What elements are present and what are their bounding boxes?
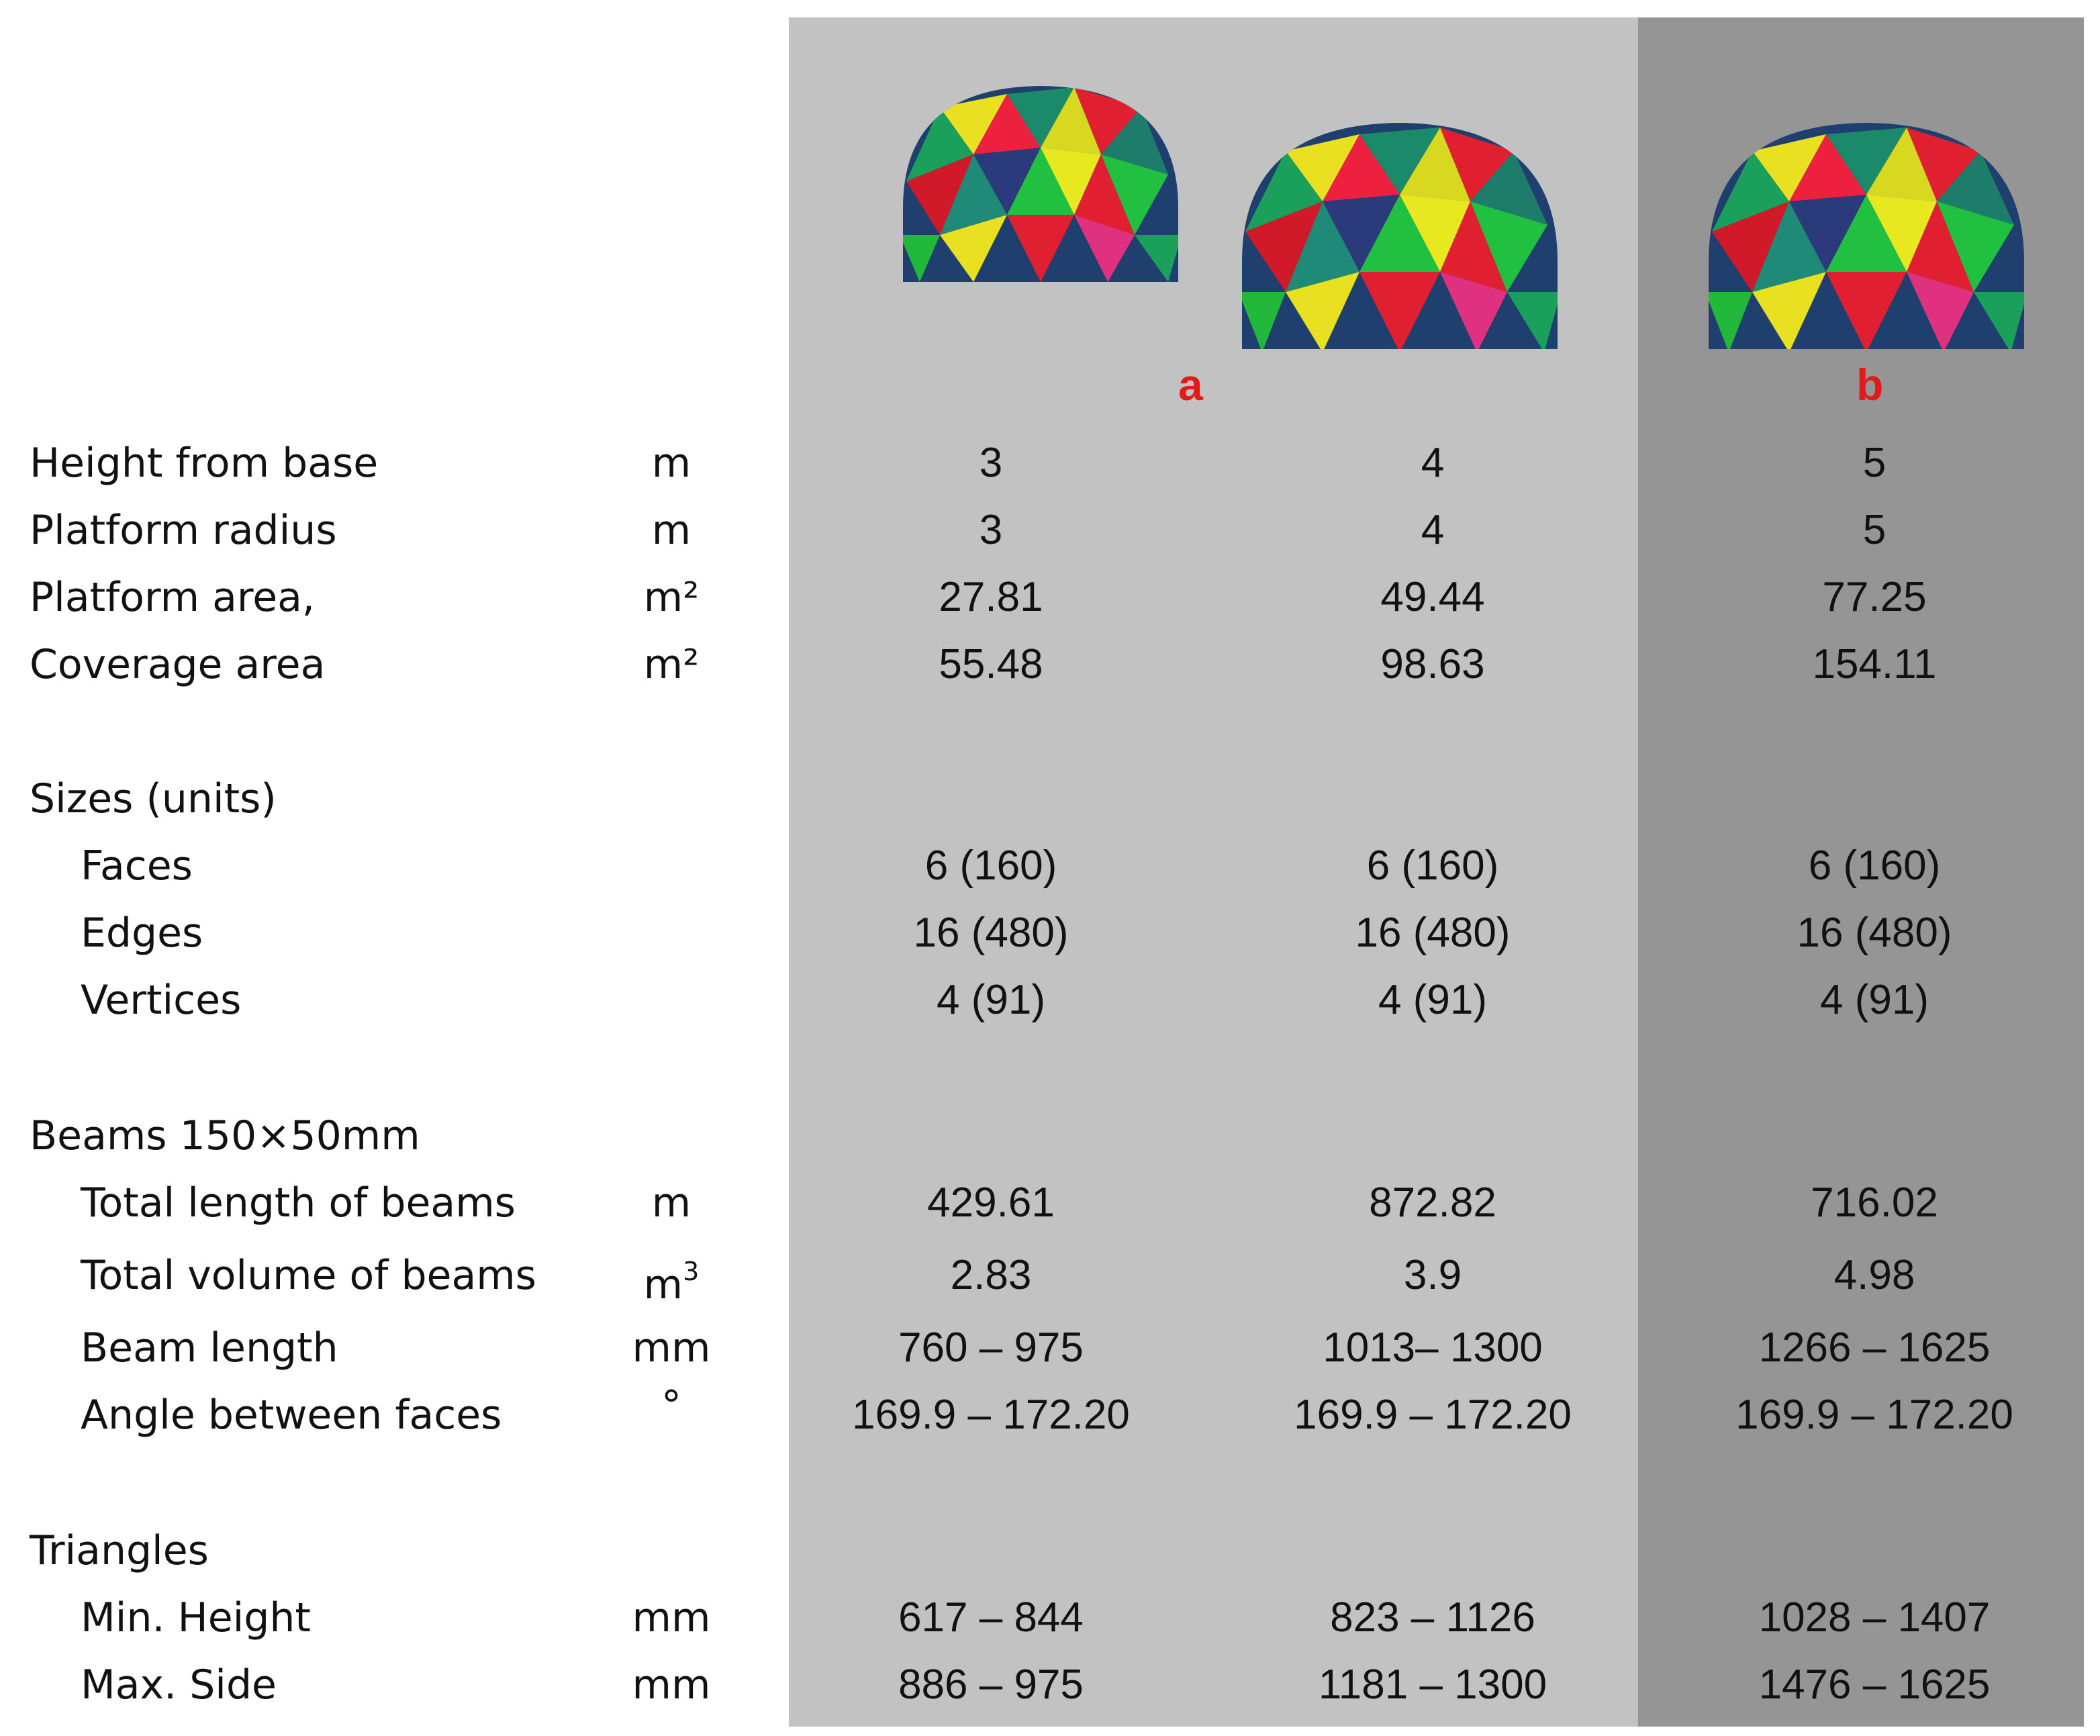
- column-label-a: a: [1178, 360, 1203, 409]
- value-col3: 77.25: [1822, 574, 1927, 620]
- section-heading: Triangles: [30, 1527, 209, 1574]
- section-sizes: Sizes (units): [0, 765, 2100, 832]
- value-col2: 872.82: [1369, 1179, 1496, 1226]
- row-label: Min. Height: [81, 1594, 311, 1641]
- row-unit: m: [651, 507, 691, 554]
- row-label: Platform radius: [30, 507, 337, 554]
- value-col1: 6 (160): [924, 842, 1057, 889]
- row-label: Max. Side: [81, 1661, 277, 1708]
- row-label: Platform area,: [30, 574, 315, 621]
- value-col1: 55.48: [939, 641, 1043, 687]
- value-col3: 5: [1862, 440, 1887, 486]
- row-label: Coverage area: [30, 641, 326, 688]
- value-col1: 886 – 975: [898, 1661, 1084, 1708]
- dome-3m-image: [900, 81, 1182, 289]
- value-col2: 16 (480): [1355, 910, 1511, 956]
- geodesic-dome-icon: [1242, 123, 1558, 349]
- value-col1: 16 (480): [913, 910, 1069, 956]
- dome-5m-image: [1705, 117, 2027, 356]
- value-col2: 1013– 1300: [1323, 1324, 1543, 1371]
- value-col2: 3.9: [1403, 1252, 1462, 1298]
- section-heading: Sizes (units): [30, 775, 277, 822]
- value-col3: 154.11: [1812, 641, 1937, 687]
- row-label: Total volume of beams: [81, 1252, 536, 1299]
- row-coverage-area: Coverage area m² 55.48 98.63 154.11: [0, 631, 2100, 698]
- row-label: Vertices: [81, 977, 242, 1024]
- value-col2: 1181 – 1300: [1318, 1661, 1547, 1708]
- value-col1: 4 (91): [937, 977, 1045, 1023]
- geodesic-dome-icon: [1709, 123, 2024, 349]
- row-platform-radius: Platform radius m 3 4 5: [0, 497, 2100, 564]
- row-unit: mm: [632, 1661, 711, 1708]
- unit-exponent: 3: [683, 1257, 700, 1286]
- value-col2: 4 (91): [1378, 977, 1487, 1023]
- unit-base: m: [643, 1261, 683, 1308]
- value-col2: 823 – 1126: [1330, 1594, 1535, 1641]
- value-col2: 6 (160): [1366, 842, 1499, 889]
- row-unit: m²: [643, 574, 700, 621]
- value-col3: 4 (91): [1820, 977, 1929, 1023]
- value-col1: 760 – 975: [898, 1324, 1084, 1371]
- row-faces: Faces 6 (160) 6 (160) 6 (160): [0, 832, 2100, 900]
- row-total-length: Total length of beams m 429.61 872.82 71…: [0, 1169, 2100, 1237]
- row-beam-length: Beam length mm 760 – 975 1013– 1300 1266…: [0, 1314, 2100, 1382]
- row-angle-between-faces: Angle between faces ° 169.9 – 172.20 169…: [0, 1382, 2100, 1449]
- value-col3: 1266 – 1625: [1758, 1324, 1991, 1371]
- value-col1: 27.81: [939, 574, 1043, 620]
- section-beams: Beams 150×50mm: [0, 1102, 2100, 1169]
- column-label-b: b: [1856, 360, 1884, 409]
- row-unit: mm: [632, 1324, 711, 1371]
- value-col3: 716.02: [1811, 1179, 1938, 1226]
- row-unit: m: [651, 1179, 691, 1226]
- row-label: Beam length: [81, 1324, 338, 1371]
- row-min-height: Min. Height mm 617 – 844 823 – 1126 1028…: [0, 1584, 2100, 1651]
- value-col3: 169.9 – 172.20: [1735, 1392, 2013, 1438]
- value-col1: 429.61: [927, 1179, 1055, 1226]
- value-col3: 5: [1862, 507, 1887, 553]
- value-col1: 3: [979, 507, 1003, 553]
- section-heading: Beams 150×50mm: [30, 1112, 420, 1159]
- row-height-from-base: Height from base m 3 4 5: [0, 430, 2100, 497]
- value-col1: 3: [979, 440, 1003, 486]
- row-vertices: Vertices 4 (91) 4 (91) 4 (91): [0, 967, 2100, 1034]
- row-unit: m²: [643, 641, 700, 688]
- row-platform-area: Platform area, m² 27.81 49.44 77.25: [0, 564, 2100, 631]
- row-unit: m3: [604, 1242, 738, 1309]
- row-label: Total length of beams: [81, 1179, 516, 1226]
- value-col1: 617 – 844: [898, 1594, 1084, 1641]
- dome-4m-image: [1239, 117, 1561, 356]
- section-triangles: Triangles: [0, 1517, 2100, 1584]
- row-unit: m: [651, 440, 691, 487]
- value-col3: 1476 – 1625: [1758, 1661, 1991, 1708]
- row-edges: Edges 16 (480) 16 (480) 16 (480): [0, 900, 2100, 967]
- row-label: Edges: [81, 910, 203, 957]
- value-col3: 6 (160): [1808, 842, 1941, 889]
- value-col3: 4.98: [1833, 1252, 1915, 1298]
- value-col2: 169.9 – 172.20: [1294, 1392, 1572, 1438]
- value-col2: 4: [1421, 440, 1445, 486]
- value-col1: 169.9 – 172.20: [852, 1392, 1130, 1438]
- value-col1: 2.83: [950, 1252, 1032, 1298]
- row-unit: °: [661, 1382, 681, 1429]
- geodesic-dome-icon: [903, 86, 1178, 282]
- row-max-side: Max. Side mm 886 – 975 1181 – 1300 1476 …: [0, 1651, 2100, 1719]
- row-unit: mm: [632, 1594, 711, 1641]
- row-total-volume: Total volume of beams m3 2.83 3.9 4.98: [0, 1242, 2100, 1309]
- value-col2: 49.44: [1380, 574, 1485, 620]
- row-label: Angle between faces: [81, 1392, 502, 1439]
- value-col2: 98.63: [1380, 641, 1485, 687]
- row-label: Faces: [81, 842, 193, 889]
- value-col3: 1028 – 1407: [1758, 1594, 1991, 1641]
- row-label: Height from base: [30, 440, 379, 487]
- value-col2: 4: [1421, 507, 1445, 553]
- value-col3: 16 (480): [1797, 910, 1952, 956]
